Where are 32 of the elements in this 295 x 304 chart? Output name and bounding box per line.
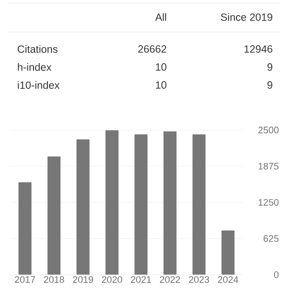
text: All: [155, 13, 166, 21]
y-tick-label: 1250: [258, 199, 279, 206]
x-tick-label: 2023: [188, 276, 210, 283]
text: 10: [156, 63, 166, 71]
text: i10-index: [18, 81, 60, 89]
text: Citations: [18, 45, 58, 53]
x-tick-label: 2024: [218, 276, 238, 283]
text: 26662: [138, 45, 166, 53]
x-tick-label: 2021: [130, 276, 152, 283]
x-tick-label: 2019: [72, 276, 94, 283]
text: 12946: [244, 45, 272, 53]
bar: [18, 182, 32, 275]
text: Since 2019: [220, 13, 272, 21]
bar: [105, 130, 118, 275]
bar: [48, 156, 60, 275]
bar: [221, 230, 234, 275]
x-tick-label: 2022: [160, 276, 180, 283]
text: 10: [156, 81, 166, 89]
text: h-index: [18, 63, 52, 71]
y-tick-label: 2500: [258, 126, 279, 134]
text: 9: [267, 63, 272, 71]
bar: [192, 134, 206, 275]
x-tick-label: 2018: [44, 276, 64, 283]
y-tick-label: 0: [274, 271, 279, 278]
bar: [163, 131, 176, 275]
bar: [76, 139, 90, 275]
x-tick-label: 2017: [14, 276, 36, 283]
x-tick-label: 2020: [102, 276, 122, 283]
y-tick-label: 625: [264, 235, 279, 242]
text: 9: [267, 81, 272, 89]
y-tick-label: 1875: [258, 162, 279, 170]
bar: [134, 134, 148, 275]
